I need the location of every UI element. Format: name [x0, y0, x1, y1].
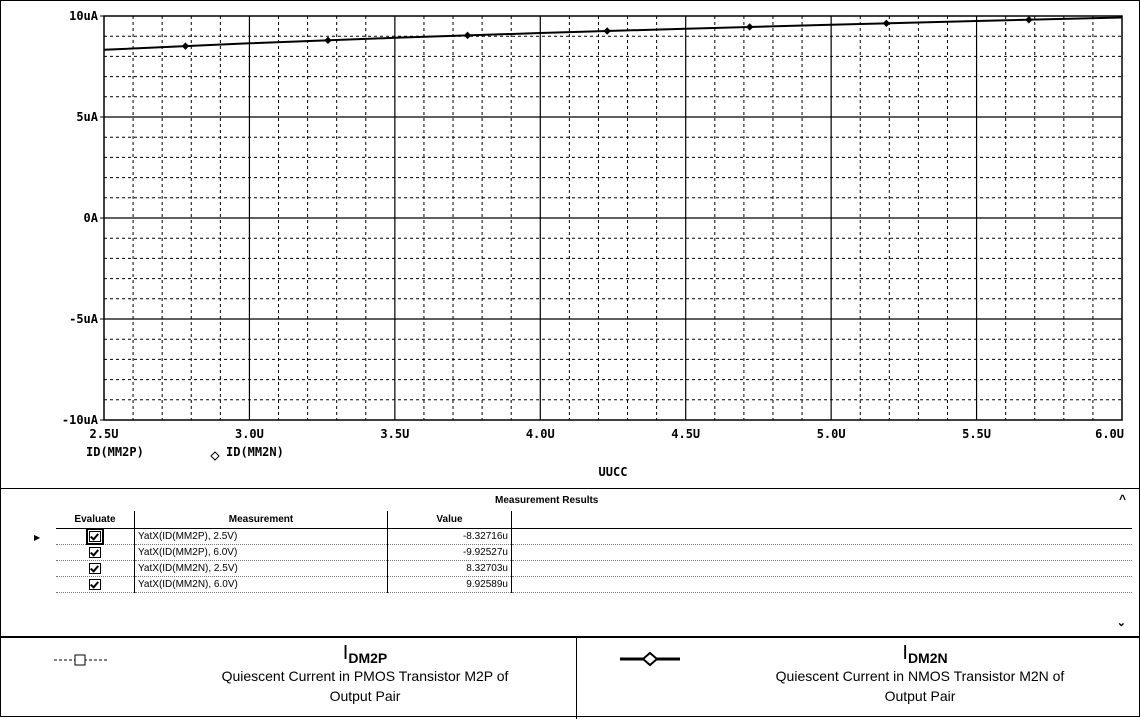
value-cell: -9.92527u [387, 544, 512, 561]
evaluate-cell[interactable] [56, 527, 135, 545]
results-row[interactable]: YatX(ID(MM2N), 6.0V) 9.92589u [56, 576, 1132, 593]
y-tick-label: 0A [84, 211, 99, 225]
x-tick-label: 4.0U [526, 427, 555, 441]
data-point-marker [882, 19, 891, 28]
scroll-down-icon[interactable]: ⌄ [1116, 617, 1126, 629]
legend-desc-idm2p-line2: Output Pair [329, 688, 401, 704]
collapse-caret-icon[interactable]: ^ [1118, 492, 1126, 506]
y-tick-label: -10uA [62, 413, 99, 427]
x-tick-label: 3.5U [380, 427, 409, 441]
series-line-idm2n [103, 16, 1123, 51]
header-measurement[interactable]: Measurement [134, 511, 388, 529]
header-value[interactable]: Value [387, 511, 512, 529]
legend-panel: IDM2P Quiescent Current in PMOS Transist… [0, 636, 1140, 719]
data-point-marker [181, 42, 190, 50]
x-axis-label: UUCC [599, 465, 628, 479]
legend-name-idm2n: IDM2N [860, 642, 990, 666]
measurement-cell[interactable]: YatX(ID(MM2N), 2.5V) [134, 560, 388, 577]
results-row[interactable]: YatX(ID(MM2P), 6.0V) -9.92527u [56, 544, 1132, 561]
evaluate-checkbox[interactable] [86, 527, 104, 545]
y-tick-label: 5uA [76, 110, 98, 124]
value-cell: -8.32716u [387, 528, 512, 545]
legend-idm2n-sub: DM2N [907, 650, 948, 666]
results-row[interactable]: YatX(ID(MM2P), 2.5V) -8.32716u [56, 527, 1132, 545]
measurement-cell[interactable]: YatX(ID(MM2N), 6.0V) [134, 576, 388, 593]
x-tick-label: 3.0U [235, 427, 264, 441]
measurement-cell[interactable]: YatX(ID(MM2P), 6.0V) [134, 544, 388, 561]
diamond-marker-icon [620, 651, 680, 667]
results-table: Evaluate Measurement Value YatX(ID(MM2P)… [56, 511, 1132, 593]
x-tick-label: 2.5U [90, 427, 119, 441]
x-tick-label: 6.0U [1095, 427, 1124, 441]
evaluate-cell[interactable] [56, 560, 135, 577]
evaluate-checkbox[interactable] [89, 546, 101, 558]
header-blank [511, 511, 1132, 529]
legend-desc-idm2n: Quiescent Current in NMOS Transistor M2N… [705, 666, 1135, 706]
blank-cell [511, 560, 1132, 577]
legend-desc-idm2n-line1: Quiescent Current in NMOS Transistor M2N… [775, 668, 1065, 684]
trace-label-idm2p[interactable]: ID(MM2P) [86, 445, 144, 459]
blank-cell [511, 528, 1132, 545]
trace-label-idm2n[interactable]: ID(MM2N) [226, 445, 284, 459]
trace-marker-diamond-icon [210, 451, 220, 461]
probe-plot[interactable]: 10uA 5uA 0A -5uA -10uA 2.5U 3.0U 3.5U 4.0U 4.5U 5.… [0, 0, 1140, 488]
measurement-results-panel: Measurement Results ^ ▶ Evaluate Measure… [0, 488, 1140, 637]
measurement-cell[interactable]: YatX(ID(MM2P), 2.5V) [134, 528, 388, 545]
legend-desc-idm2p-line1: Quiescent Current in PMOS Transistor M2P… [221, 668, 509, 684]
legend-desc-idm2p: Quiescent Current in PMOS Transistor M2P… [150, 666, 580, 706]
x-tick-label: 5.5U [962, 427, 991, 441]
legend-idm2n-main: I [902, 642, 908, 664]
value-cell: 9.92589u [387, 576, 512, 593]
blank-cell [511, 576, 1132, 593]
data-point-marker [603, 27, 611, 35]
evaluate-cell[interactable] [56, 576, 135, 593]
current-row-indicator-icon: ▶ [34, 533, 41, 542]
results-row[interactable]: YatX(ID(MM2N), 2.5V) 8.32703u [56, 560, 1132, 577]
data-point-marker [463, 31, 472, 40]
data-point-marker [324, 36, 332, 45]
x-tick-label: 4.5U [671, 427, 700, 441]
data-point-marker [745, 23, 754, 31]
x-tick-label: 5.0U [817, 427, 846, 441]
blank-cell [511, 544, 1132, 561]
legend-name-idm2p: IDM2P [300, 642, 430, 666]
value-cell: 8.32703u [387, 560, 512, 577]
legend-idm2p-main: I [342, 642, 349, 664]
data-point-marker [1025, 16, 1033, 24]
evaluate-checkbox[interactable] [89, 578, 101, 590]
legend-desc-idm2n-line2: Output Pair [884, 688, 956, 704]
evaluate-checkbox[interactable] [89, 562, 101, 574]
y-tick-label: 10uA [69, 9, 99, 23]
y-tick-label: -5uA [69, 312, 99, 326]
legend-idm2p-sub: DM2P [348, 650, 388, 666]
open-square-marker-icon [54, 654, 108, 666]
legend-divider [576, 638, 577, 719]
evaluate-cell[interactable] [56, 544, 135, 561]
header-evaluate[interactable]: Evaluate [56, 511, 135, 529]
results-title: Measurement Results [495, 495, 599, 506]
